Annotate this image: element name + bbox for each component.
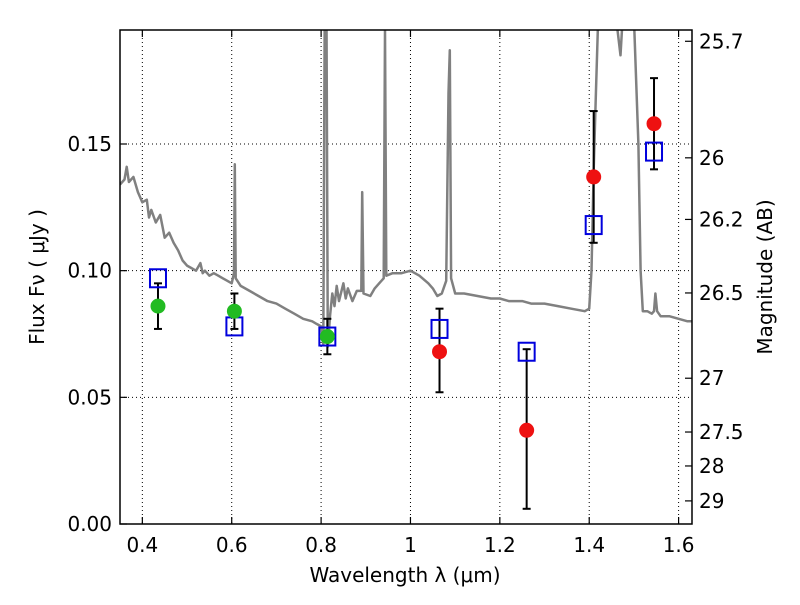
y-tick-label: 0.15 — [67, 132, 112, 156]
x-tick-label: 0.6 — [216, 533, 248, 557]
x-tick-label: 1.2 — [484, 533, 516, 557]
y-tick-label: 0.10 — [67, 259, 112, 283]
model-photometry-marker — [318, 326, 337, 347]
right-tick-label: 27 — [699, 366, 724, 390]
observed-flux-point — [319, 329, 335, 345]
y-axis-label: Flux Fν ( μJy ) — [25, 209, 49, 345]
observed-flux-point — [646, 116, 662, 132]
x-tick-label: 1.6 — [663, 533, 695, 557]
model-photometry-marker — [584, 215, 603, 236]
observed-flux-point — [586, 169, 602, 185]
right-tick-label: 25.7 — [699, 29, 744, 53]
x-tick-label: 0.8 — [305, 533, 337, 557]
grid — [120, 30, 692, 525]
observed-flux-point — [226, 303, 242, 319]
model-photometry-marker — [645, 141, 664, 162]
model-photometry-marker — [148, 268, 167, 289]
x-tick-label: 0.4 — [126, 533, 158, 557]
observed-flux-point — [519, 422, 535, 438]
right-tick-label: 27.5 — [699, 420, 744, 444]
y-tick-label: 0.00 — [67, 512, 112, 536]
right-tick-label: 26 — [699, 146, 724, 170]
plot-frame — [119, 29, 693, 525]
y-tick-label: 0.05 — [67, 385, 112, 409]
model-photometry-marker — [517, 341, 536, 362]
right-tick-label: 28 — [699, 454, 724, 478]
axes: 0.4 0.6 0.8 1 1.2 1.4 1.6 0.00 0.05 0.10 0.15 25.7 2… — [67, 29, 744, 557]
x-axis-label: Wavelength λ (μm) — [309, 563, 500, 587]
observed-flux-point — [432, 344, 448, 360]
right-axis-label: Magnitude (AB) — [753, 199, 777, 354]
right-tick-label: 29 — [699, 489, 724, 513]
x-tick-label: 1.4 — [573, 533, 605, 557]
right-tick-label: 26.5 — [699, 281, 744, 305]
model-spectrum-line — [120, 30, 692, 348]
x-tick-label: 1 — [404, 533, 417, 557]
plot-area — [120, 30, 692, 510]
right-tick-label: 26.2 — [699, 207, 744, 231]
observed-flux-point — [150, 298, 166, 314]
model-photometry-marker — [430, 318, 449, 339]
